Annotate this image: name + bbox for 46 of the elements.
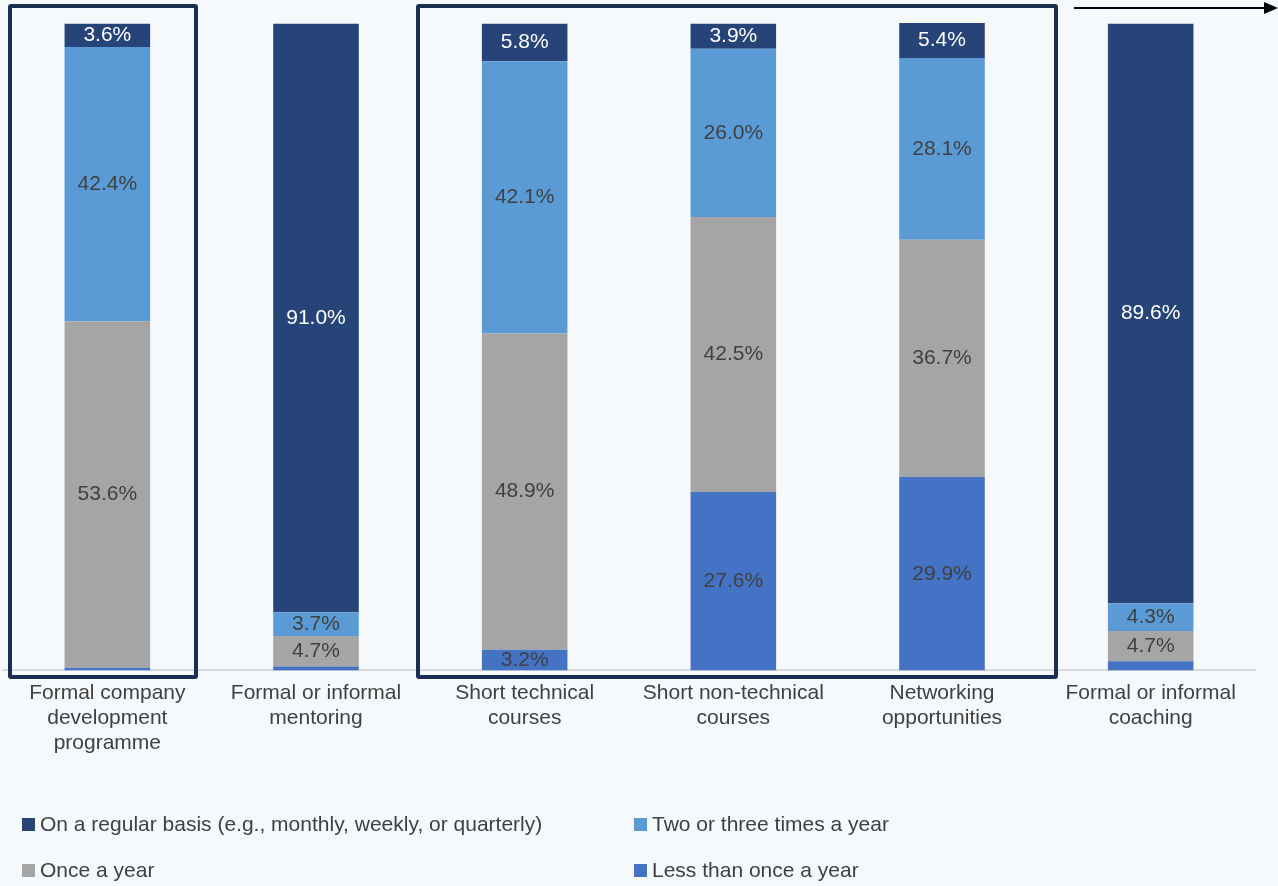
data-label: 42.4% bbox=[77, 170, 138, 194]
data-label: 91.0% bbox=[286, 304, 346, 328]
data-label: 27.6% bbox=[703, 567, 764, 591]
legend-label: On a regular basis (e.g., monthly, weekly, or quarterly) bbox=[40, 812, 543, 836]
data-label: 28.1% bbox=[912, 135, 972, 159]
bar bbox=[899, 477, 985, 671]
x-tick-label: Networking opportunities bbox=[881, 679, 1003, 728]
data-label: 48.9% bbox=[494, 478, 555, 502]
x-tick-label: Formal or informal coaching bbox=[1065, 679, 1236, 728]
bar bbox=[273, 23, 359, 613]
bar bbox=[1107, 661, 1194, 671]
x-tick-label: Short non-technical courses bbox=[642, 679, 824, 728]
data-label: 5.8% bbox=[500, 29, 549, 53]
legend-label: Once a year bbox=[40, 858, 155, 882]
data-label: 3.9% bbox=[709, 23, 758, 47]
bar bbox=[690, 48, 777, 218]
data-label: 4.3% bbox=[1126, 603, 1175, 627]
data-label: 3.2% bbox=[500, 646, 549, 670]
data-label: 89.6% bbox=[1120, 300, 1181, 324]
bar bbox=[64, 321, 151, 668]
data-label: 4.7% bbox=[1126, 632, 1175, 656]
bar bbox=[64, 46, 151, 322]
bar bbox=[481, 333, 568, 650]
data-label: 3.6% bbox=[83, 22, 132, 46]
data-label: 29.9% bbox=[912, 560, 972, 584]
data-label: 36.7% bbox=[912, 345, 972, 369]
data-label: 4.7% bbox=[292, 638, 340, 662]
bar bbox=[1107, 23, 1194, 604]
x-tick-label: Formal or informal mentoring bbox=[230, 679, 402, 728]
bar bbox=[481, 61, 568, 334]
bar bbox=[273, 636, 359, 667]
bar bbox=[899, 23, 985, 58]
bar bbox=[690, 217, 777, 492]
legend-label: Two or three times a year bbox=[652, 812, 889, 836]
data-label: 42.5% bbox=[703, 341, 764, 365]
data-label: 53.6% bbox=[77, 481, 138, 505]
bar bbox=[899, 239, 985, 478]
x-tick-label: Short technical courses bbox=[455, 679, 595, 728]
bar bbox=[690, 491, 777, 671]
data-label: 26.0% bbox=[703, 119, 764, 143]
data-label: 42.1% bbox=[494, 184, 555, 208]
legend-label: Less than once a year bbox=[652, 858, 859, 882]
data-label: 5.4% bbox=[918, 27, 966, 51]
data-label: 3.7% bbox=[292, 610, 340, 634]
x-tick-label: Formal company development programme bbox=[29, 679, 187, 754]
bar bbox=[899, 57, 985, 240]
